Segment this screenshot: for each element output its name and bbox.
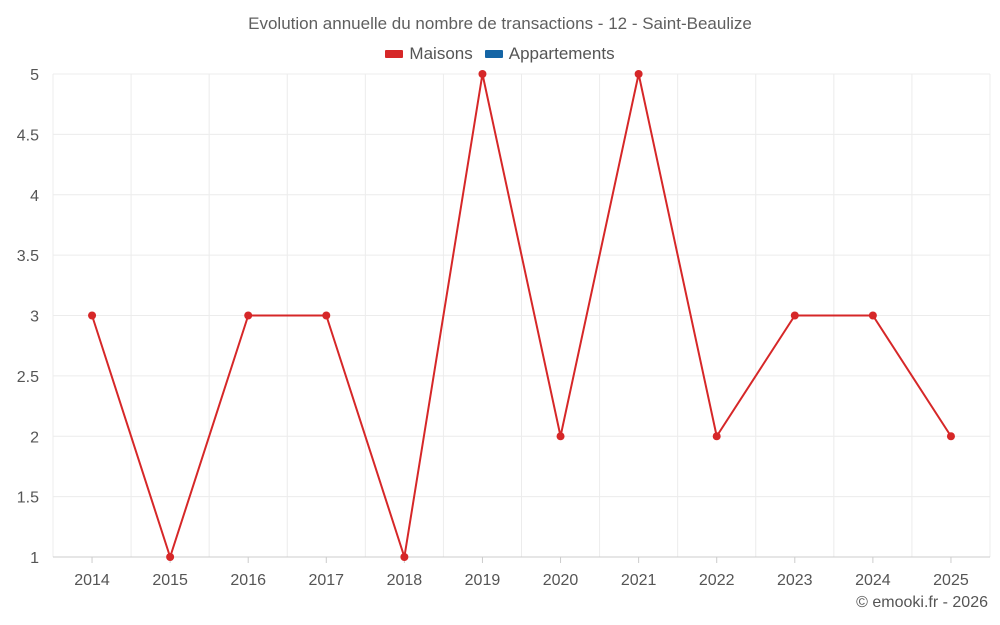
data-point [166, 553, 175, 561]
chart-title: Evolution annuelle du nombre de transact… [248, 14, 752, 33]
series-line-maisons [91, 73, 952, 558]
data-point [634, 70, 643, 78]
y-tick-label: 2 [30, 429, 39, 446]
x-tick-label: 2023 [777, 572, 813, 589]
y-tick-label: 1 [30, 550, 39, 567]
y-tick-label: 3 [30, 309, 39, 326]
x-tick-label: 2022 [699, 572, 735, 589]
legend-label-maisons: Maisons [409, 44, 473, 63]
x-tick-label: 2015 [152, 572, 188, 589]
y-tick-label: 3.5 [17, 248, 39, 265]
data-point [790, 311, 799, 320]
legend-item-maisons[interactable]: Maisons [385, 44, 473, 64]
x-tick-label: 2020 [543, 572, 579, 589]
x-tick-label: 2014 [74, 572, 110, 589]
x-tick-label: 2017 [308, 572, 344, 589]
data-point [88, 311, 97, 320]
legend-label-appartements: Appartements [508, 44, 615, 63]
x-tick-label: 2018 [387, 572, 423, 589]
y-tick-label: 4.5 [17, 127, 39, 144]
x-tick-label: 2021 [621, 572, 657, 589]
x-tick-label: 2019 [465, 572, 501, 589]
y-tick-label: 5 [30, 67, 39, 84]
data-point [868, 311, 877, 320]
credit-text: © emooki.fr - 2026 [856, 594, 988, 611]
legend: Maisons Appartements [0, 44, 1000, 64]
data-point [322, 311, 331, 320]
data-point [244, 311, 253, 320]
legend-swatch-maisons [385, 50, 404, 58]
data-point [556, 432, 565, 441]
x-tick-label: 2024 [855, 572, 891, 589]
legend-swatch-appartements [484, 50, 503, 58]
data-point [478, 70, 487, 78]
y-tick-label: 4 [30, 188, 39, 205]
data-point [712, 432, 721, 441]
data-point [400, 553, 409, 561]
x-tick-label: 2016 [230, 572, 266, 589]
data-point [946, 432, 955, 441]
y-tick-label: 1.5 [17, 490, 39, 507]
legend-item-appartements[interactable]: Appartements [484, 44, 615, 64]
y-tick-label: 2.5 [17, 369, 39, 386]
x-tick-label: 2025 [933, 572, 969, 589]
